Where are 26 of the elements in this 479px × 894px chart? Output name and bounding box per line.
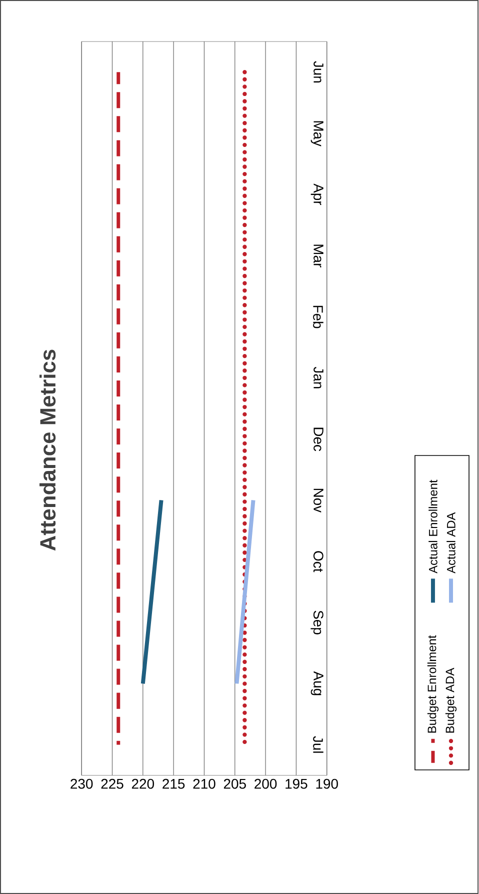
text: Actual ADA [446,512,456,574]
x-tick-label: 200 [254,778,277,789]
x-tick-label: 210 [194,778,216,789]
y-tick-label: Dec [314,428,324,452]
x-tick-label: 195 [286,778,308,789]
x-tick-label: 190 [316,778,338,789]
y-tick-label: Oct [314,551,324,572]
x-tick-label: 205 [224,778,246,789]
y-tick-label: Mar [314,244,324,268]
y-tick-label: Nov [314,488,324,513]
y-tick-label: May [311,121,324,146]
y-tick-label: Jun [314,61,324,82]
text: Budget Enrollment [428,635,439,733]
y-tick-label: Aug [311,671,324,696]
text: Actual Enrollment [428,480,438,574]
y-tick-label: Jan [314,366,324,388]
text: Attendance Metrics [40,350,56,551]
text: Budget ADA [446,668,457,733]
y-tick-label: Sep [310,610,324,634]
x-tick-label: 230 [70,778,93,789]
y-tick-label: Apr [311,184,324,206]
y-tick-label: Jul [313,736,324,753]
x-tick-label: 220 [132,778,154,789]
x-tick-label: 225 [102,778,124,789]
x-tick-label: 215 [162,778,185,789]
y-tick-label: Feb [313,306,324,328]
